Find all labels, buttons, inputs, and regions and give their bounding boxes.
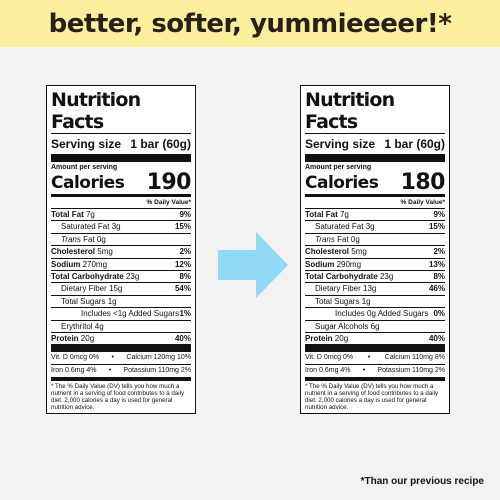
nutrition-label-old: Nutrition Facts Serving size 1 bar (60g)… (46, 85, 196, 415)
daily-value-footnote: * The % Daily Value (DV) tells you how m… (51, 383, 185, 412)
protein-row: Protein 20g 40% (51, 332, 191, 344)
vitamins-row-1: Vit. D 0mcg 0% • Calcium 110mg 8% (305, 354, 445, 362)
total-sugars-row: Total Sugars 1g (305, 294, 445, 307)
daily-value-header: % Daily Value* (400, 199, 445, 206)
sodium-row: Sodium 290mg 13% (305, 257, 445, 269)
nutrition-label-new: Nutrition Facts Serving size 1 bar (60g)… (300, 85, 450, 415)
serving-size-row: Serving size 1 bar (60g) (51, 134, 191, 154)
dietary-fiber-row: Dietary Fiber 13g 46% (305, 282, 445, 294)
headline-banner: better, softer, yummieeeer!* (0, 0, 500, 47)
vitamins-row-2: Iron 0.6mg 4% • Potassium 110mg 2% (51, 364, 191, 377)
calories-row: Calories 180 (305, 170, 446, 195)
label-title: Nutrition Facts (51, 89, 141, 133)
trans-fat-row: Trans Fat 0g (305, 232, 445, 245)
amount-per-serving: Amount per serving (305, 164, 372, 171)
total-carbohydrate-row: Total Carbohydrate 23g 8% (51, 270, 191, 282)
serving-size-value: 1 bar (60g) (130, 137, 191, 151)
added-sugars-row: Includes 0g Added Sugars 0% (305, 307, 445, 319)
saturated-fat-row: Saturated Fat 3g 15% (51, 220, 191, 232)
calories-value: 190 (146, 170, 192, 195)
calories-label: Calories (305, 173, 379, 193)
total-fat-row: Total Fat 7g 9% (51, 208, 191, 219)
saturated-fat-row: Saturated Fat 3g 15% (305, 220, 445, 232)
vitamins-row-1: Vit. D 0mcg 0% • Calcium 120mg 10% (51, 354, 191, 362)
right-arrow-icon (218, 232, 288, 298)
headline-text: better, softer, yummieeeer!* (48, 8, 452, 39)
serving-size-label: Serving size (51, 137, 122, 151)
erythritol-row: Erythritol 4g (51, 319, 191, 332)
cholesterol-row: Cholesterol 5mg 2% (51, 245, 191, 257)
calories-value: 180 (400, 170, 446, 195)
daily-value-footnote: * The % Daily Value (DV) tells you how m… (305, 383, 439, 412)
vitamins-row-2: Iron 0.6mg 4% • Potassium 110mg 2% (305, 364, 445, 377)
serving-size-label: Serving size (305, 137, 376, 151)
dietary-fiber-row: Dietary Fiber 15g 54% (51, 282, 191, 294)
added-sugars-row: Includes <1g Added Sugars 1% (51, 307, 191, 319)
total-fat-row: Total Fat 7g 9% (305, 208, 445, 219)
sodium-row: Sodium 270mg 12% (51, 257, 191, 269)
serving-size-value: 1 bar (60g) (384, 137, 445, 151)
amount-per-serving: Amount per serving (51, 164, 118, 171)
recipe-footnote: *Than our previous recipe (360, 476, 484, 487)
total-carbohydrate-row: Total Carbohydrate 23g 8% (305, 270, 445, 282)
calories-row: Calories 190 (51, 170, 192, 195)
daily-value-header: % Daily Value* (146, 199, 191, 206)
sugar-alcohols-row: Sugar Alcohols 6g (305, 319, 445, 332)
trans-fat-row: Trans Fat 0g (51, 232, 191, 245)
calories-label: Calories (51, 173, 125, 193)
serving-size-row: Serving size 1 bar (60g) (305, 134, 445, 154)
total-sugars-row: Total Sugars 1g (51, 294, 191, 307)
cholesterol-row: Cholesterol 5mg 2% (305, 245, 445, 257)
label-title: Nutrition Facts (305, 89, 395, 133)
protein-row: Protein 20g 40% (305, 332, 445, 344)
